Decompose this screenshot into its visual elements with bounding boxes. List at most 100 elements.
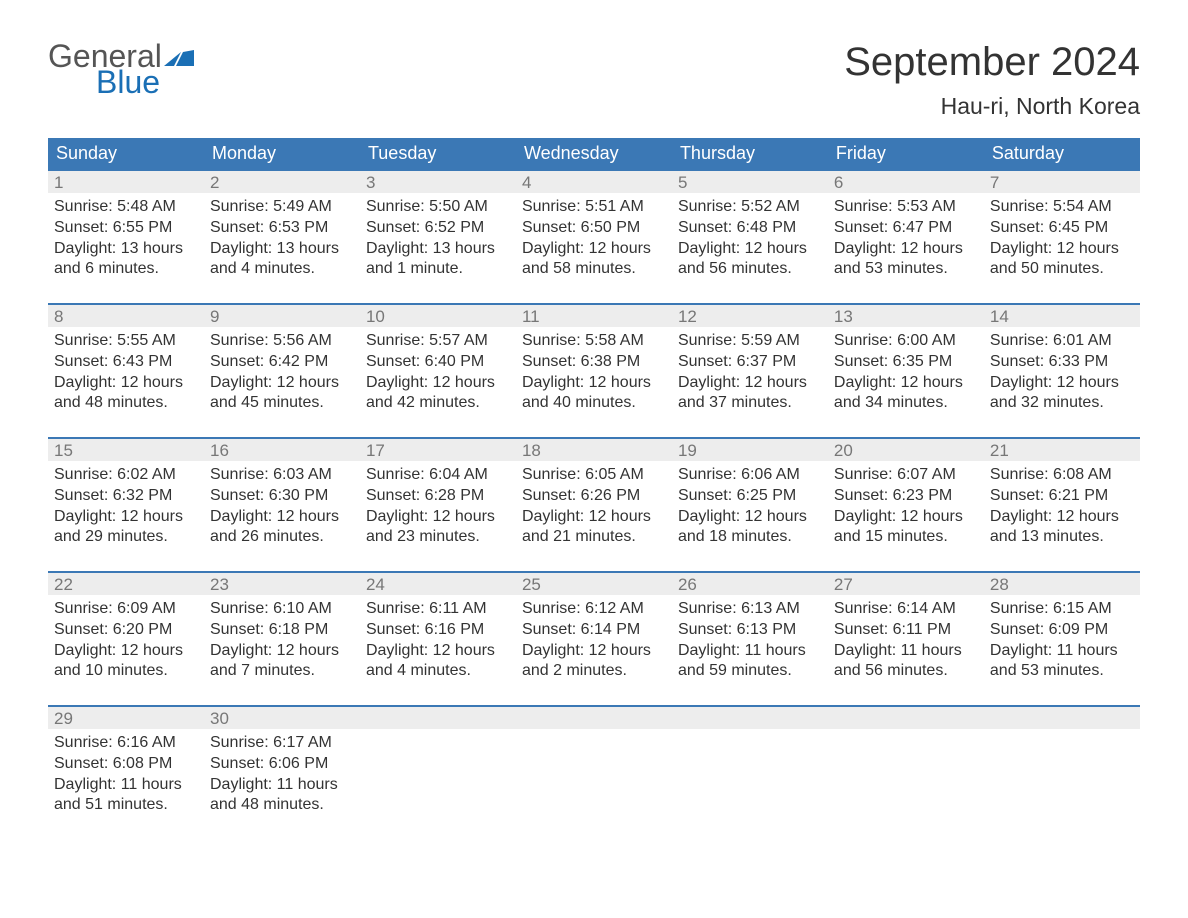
day-body: Sunrise: 5:50 AMSunset: 6:52 PMDaylight:… — [360, 193, 516, 303]
calendar-cell: 9Sunrise: 5:56 AMSunset: 6:42 PMDaylight… — [204, 303, 360, 437]
day-line-day1: Daylight: 11 hours — [210, 775, 354, 796]
day-number: 5 — [672, 169, 828, 193]
day-line-sunset: Sunset: 6:48 PM — [678, 218, 822, 239]
day-line-sunrise: Sunrise: 6:10 AM — [210, 599, 354, 620]
day-body: Sunrise: 5:57 AMSunset: 6:40 PMDaylight:… — [360, 327, 516, 437]
day-line-sunrise: Sunrise: 6:00 AM — [834, 331, 978, 352]
calendar-cell: 6Sunrise: 5:53 AMSunset: 6:47 PMDaylight… — [828, 169, 984, 303]
day-line-day2: and 18 minutes. — [678, 527, 822, 548]
day-number: 28 — [984, 571, 1140, 595]
calendar-cell: 26Sunrise: 6:13 AMSunset: 6:13 PMDayligh… — [672, 571, 828, 705]
day-line-day2: and 29 minutes. — [54, 527, 198, 548]
day-line-sunset: Sunset: 6:53 PM — [210, 218, 354, 239]
day-body: Sunrise: 6:02 AMSunset: 6:32 PMDaylight:… — [48, 461, 204, 571]
calendar-cell: 3Sunrise: 5:50 AMSunset: 6:52 PMDaylight… — [360, 169, 516, 303]
day-line-day1: Daylight: 12 hours — [366, 507, 510, 528]
day-line-sunrise: Sunrise: 6:13 AM — [678, 599, 822, 620]
day-line-sunset: Sunset: 6:11 PM — [834, 620, 978, 641]
day-line-day1: Daylight: 12 hours — [366, 373, 510, 394]
day-line-sunset: Sunset: 6:55 PM — [54, 218, 198, 239]
day-line-day2: and 56 minutes. — [678, 259, 822, 280]
day-body: Sunrise: 6:11 AMSunset: 6:16 PMDaylight:… — [360, 595, 516, 705]
day-line-day2: and 50 minutes. — [990, 259, 1134, 280]
calendar-week-row: 1Sunrise: 5:48 AMSunset: 6:55 PMDaylight… — [48, 169, 1140, 303]
day-body — [984, 729, 1140, 839]
day-line-sunrise: Sunrise: 5:50 AM — [366, 197, 510, 218]
calendar-cell — [516, 705, 672, 839]
day-line-sunset: Sunset: 6:38 PM — [522, 352, 666, 373]
calendar-cell: 13Sunrise: 6:00 AMSunset: 6:35 PMDayligh… — [828, 303, 984, 437]
calendar-cell — [672, 705, 828, 839]
day-line-day1: Daylight: 12 hours — [522, 239, 666, 260]
day-line-sunrise: Sunrise: 5:54 AM — [990, 197, 1134, 218]
day-line-sunset: Sunset: 6:25 PM — [678, 486, 822, 507]
day-number — [672, 705, 828, 729]
day-line-sunset: Sunset: 6:37 PM — [678, 352, 822, 373]
day-number: 15 — [48, 437, 204, 461]
day-number: 10 — [360, 303, 516, 327]
day-line-day1: Daylight: 12 hours — [54, 507, 198, 528]
day-line-day2: and 40 minutes. — [522, 393, 666, 414]
calendar-cell: 28Sunrise: 6:15 AMSunset: 6:09 PMDayligh… — [984, 571, 1140, 705]
day-line-day2: and 48 minutes. — [210, 795, 354, 816]
day-line-sunset: Sunset: 6:14 PM — [522, 620, 666, 641]
day-number: 6 — [828, 169, 984, 193]
day-line-day2: and 32 minutes. — [990, 393, 1134, 414]
day-line-sunset: Sunset: 6:32 PM — [54, 486, 198, 507]
day-line-day1: Daylight: 12 hours — [990, 239, 1134, 260]
day-line-day2: and 13 minutes. — [990, 527, 1134, 548]
calendar-cell: 22Sunrise: 6:09 AMSunset: 6:20 PMDayligh… — [48, 571, 204, 705]
month-title: September 2024 — [844, 40, 1140, 85]
day-body: Sunrise: 6:14 AMSunset: 6:11 PMDaylight:… — [828, 595, 984, 705]
calendar-week-row: 8Sunrise: 5:55 AMSunset: 6:43 PMDaylight… — [48, 303, 1140, 437]
day-body — [516, 729, 672, 839]
day-body: Sunrise: 6:17 AMSunset: 6:06 PMDaylight:… — [204, 729, 360, 839]
day-line-sunset: Sunset: 6:42 PM — [210, 352, 354, 373]
day-number: 29 — [48, 705, 204, 729]
col-sunday: Sunday — [48, 138, 204, 169]
day-line-day1: Daylight: 12 hours — [834, 507, 978, 528]
day-line-sunset: Sunset: 6:43 PM — [54, 352, 198, 373]
day-number: 20 — [828, 437, 984, 461]
day-line-sunrise: Sunrise: 5:57 AM — [366, 331, 510, 352]
day-line-sunrise: Sunrise: 6:08 AM — [990, 465, 1134, 486]
day-line-day2: and 42 minutes. — [366, 393, 510, 414]
calendar-cell: 12Sunrise: 5:59 AMSunset: 6:37 PMDayligh… — [672, 303, 828, 437]
calendar-cell: 15Sunrise: 6:02 AMSunset: 6:32 PMDayligh… — [48, 437, 204, 571]
day-number — [516, 705, 672, 729]
day-line-sunset: Sunset: 6:16 PM — [366, 620, 510, 641]
day-line-sunrise: Sunrise: 6:17 AM — [210, 733, 354, 754]
day-number: 17 — [360, 437, 516, 461]
day-number: 30 — [204, 705, 360, 729]
day-body: Sunrise: 6:03 AMSunset: 6:30 PMDaylight:… — [204, 461, 360, 571]
day-number: 27 — [828, 571, 984, 595]
day-line-sunrise: Sunrise: 5:53 AM — [834, 197, 978, 218]
day-line-day1: Daylight: 12 hours — [834, 239, 978, 260]
day-line-sunrise: Sunrise: 6:06 AM — [678, 465, 822, 486]
day-line-sunrise: Sunrise: 6:11 AM — [366, 599, 510, 620]
day-line-day1: Daylight: 13 hours — [210, 239, 354, 260]
calendar-header-row: Sunday Monday Tuesday Wednesday Thursday… — [48, 138, 1140, 169]
day-body: Sunrise: 6:12 AMSunset: 6:14 PMDaylight:… — [516, 595, 672, 705]
day-line-sunrise: Sunrise: 6:09 AM — [54, 599, 198, 620]
calendar-cell: 7Sunrise: 5:54 AMSunset: 6:45 PMDaylight… — [984, 169, 1140, 303]
day-number: 8 — [48, 303, 204, 327]
day-line-day1: Daylight: 12 hours — [522, 641, 666, 662]
day-line-sunrise: Sunrise: 6:15 AM — [990, 599, 1134, 620]
day-line-day2: and 4 minutes. — [366, 661, 510, 682]
day-number: 7 — [984, 169, 1140, 193]
day-line-day1: Daylight: 13 hours — [366, 239, 510, 260]
day-line-sunrise: Sunrise: 5:56 AM — [210, 331, 354, 352]
day-number: 23 — [204, 571, 360, 595]
day-body: Sunrise: 6:07 AMSunset: 6:23 PMDaylight:… — [828, 461, 984, 571]
day-line-day2: and 53 minutes. — [834, 259, 978, 280]
calendar-cell: 1Sunrise: 5:48 AMSunset: 6:55 PMDaylight… — [48, 169, 204, 303]
day-line-day1: Daylight: 11 hours — [990, 641, 1134, 662]
day-line-day2: and 58 minutes. — [522, 259, 666, 280]
day-line-day1: Daylight: 12 hours — [990, 507, 1134, 528]
day-body — [360, 729, 516, 839]
day-body: Sunrise: 6:09 AMSunset: 6:20 PMDaylight:… — [48, 595, 204, 705]
day-line-day2: and 59 minutes. — [678, 661, 822, 682]
day-line-sunset: Sunset: 6:50 PM — [522, 218, 666, 239]
day-line-day1: Daylight: 12 hours — [834, 373, 978, 394]
